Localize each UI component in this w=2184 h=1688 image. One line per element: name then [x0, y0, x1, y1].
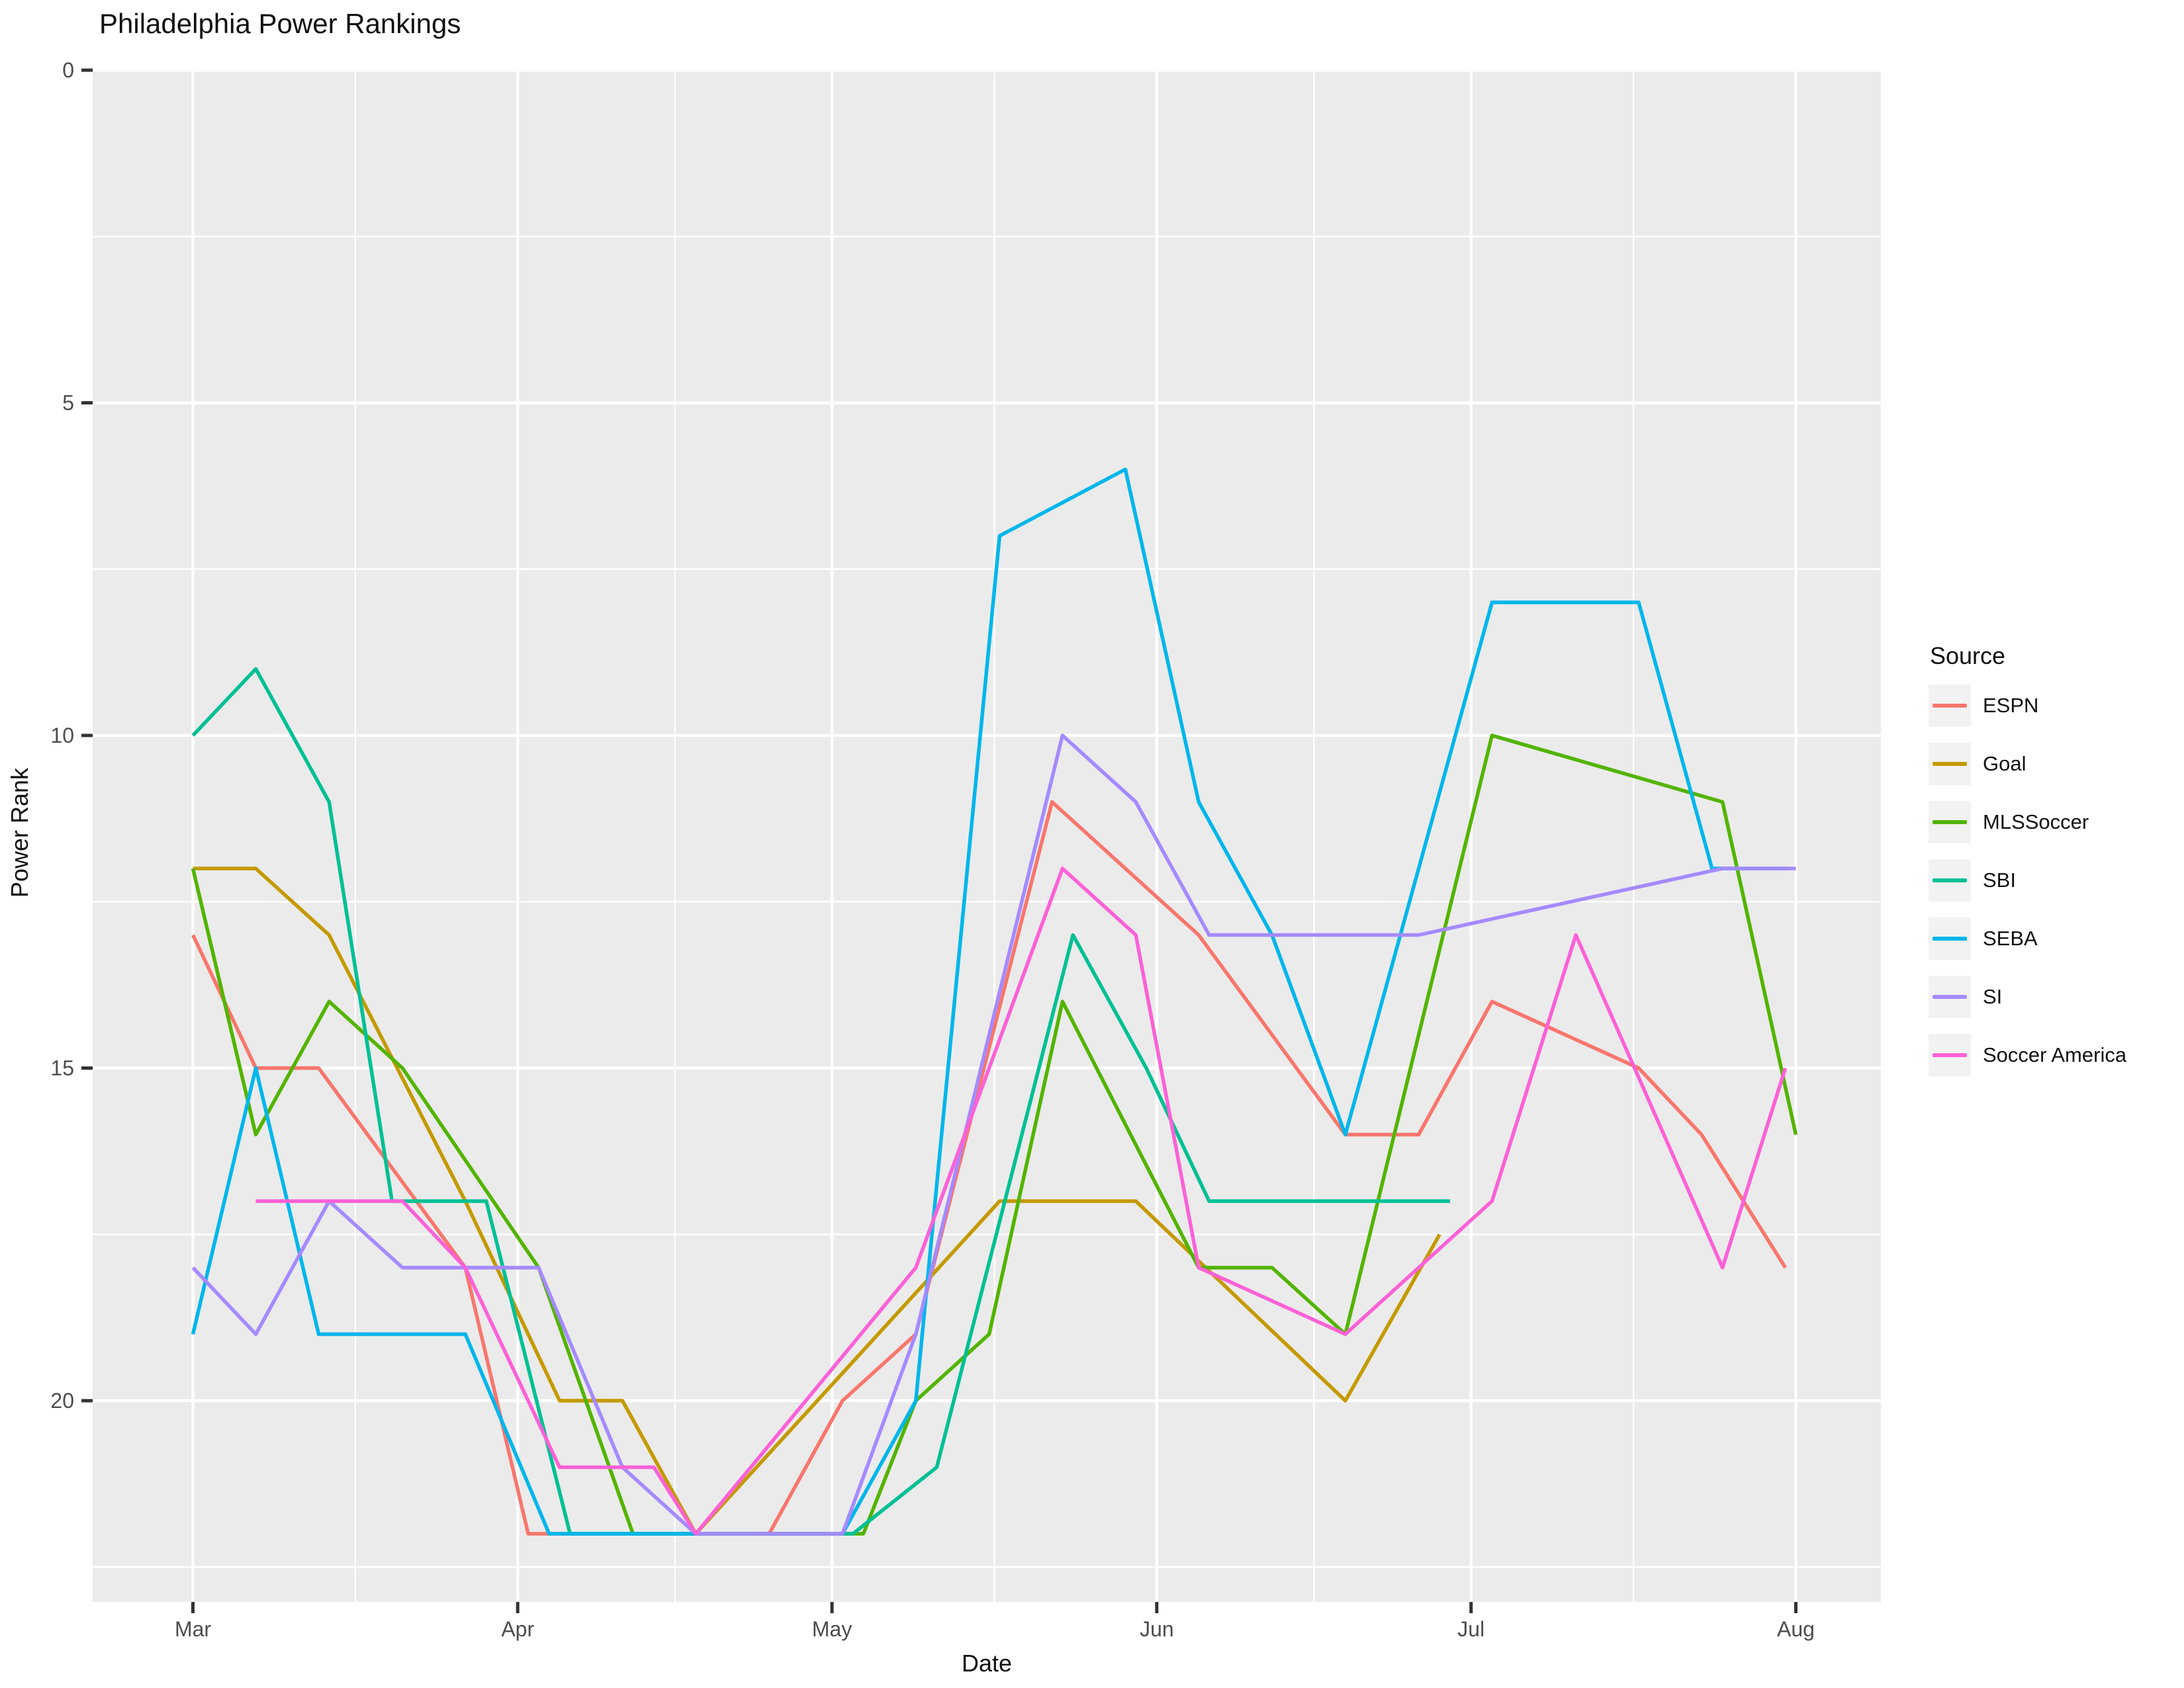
plot-title: Philadelphia Power Rankings — [99, 8, 461, 39]
series-line-espn — [191, 800, 1788, 1536]
y-tick-label: 0 — [62, 58, 74, 82]
series-line-soccer-america — [255, 867, 1788, 1536]
legend-item-label: SI — [1983, 985, 2003, 1008]
x-axis-title: Date — [961, 1650, 1013, 1677]
x-tick-label: Aug — [1777, 1617, 1815, 1641]
legend-item: SI — [1929, 976, 2126, 1018]
legend-item: MLSSoccer — [1929, 801, 2126, 843]
series-line-si — [191, 733, 1796, 1536]
legend-key — [1929, 684, 1971, 727]
x-tick-label: Mar — [175, 1617, 211, 1641]
legend: Source ESPN Goal MLSSoccer SBI SEBA SI Soccer … — [1929, 642, 2126, 1092]
series-line-seba — [191, 467, 1786, 1536]
y-tick-label: 10 — [50, 724, 74, 747]
legend-items: ESPN Goal MLSSoccer SBI SEBA SI Soccer America — [1929, 684, 2126, 1076]
x-tick-label: Jun — [1140, 1617, 1174, 1641]
legend-item-label: SEBA — [1983, 927, 2038, 950]
x-tick-label: Jul — [1457, 1617, 1484, 1641]
legend-key — [1929, 801, 1971, 843]
legend-line-swatch — [1933, 995, 1967, 999]
panel-background — [93, 69, 1881, 1602]
legend-key — [1929, 859, 1971, 902]
legend-key — [1929, 917, 1971, 960]
legend-line-swatch — [1933, 1053, 1967, 1057]
y-tick-label: 15 — [50, 1056, 74, 1080]
legend-item-label: MLSSoccer — [1983, 810, 2089, 833]
x-tick-label: Apr — [501, 1617, 534, 1641]
x-tick-label: May — [812, 1617, 852, 1641]
legend-item-label: SBI — [1983, 868, 2016, 892]
y-tick-label: 20 — [50, 1389, 74, 1413]
legend-key — [1929, 976, 1971, 1018]
legend-item-label: Soccer America — [1983, 1043, 2127, 1066]
legend-item: Soccer America — [1929, 1034, 2126, 1076]
legend-item: SEBA — [1929, 917, 2126, 960]
legend-line-swatch — [1933, 937, 1967, 941]
legend-title: Source — [1930, 642, 2006, 669]
legend-line-swatch — [1933, 820, 1967, 824]
y-tick-label: 5 — [62, 391, 74, 415]
legend-key — [1929, 743, 1971, 785]
legend-item: SBI — [1929, 859, 2126, 902]
legend-item: Goal — [1929, 743, 2126, 785]
legend-item-label: ESPN — [1983, 694, 2039, 717]
y-axis-title: Power Rank — [6, 767, 33, 898]
legend-line-swatch — [1933, 762, 1967, 766]
legend-line-swatch — [1933, 704, 1967, 708]
legend-item: ESPN — [1929, 684, 2126, 727]
legend-line-swatch — [1933, 878, 1967, 882]
legend-key — [1929, 1034, 1971, 1076]
legend-item-label: Goal — [1983, 752, 2026, 775]
